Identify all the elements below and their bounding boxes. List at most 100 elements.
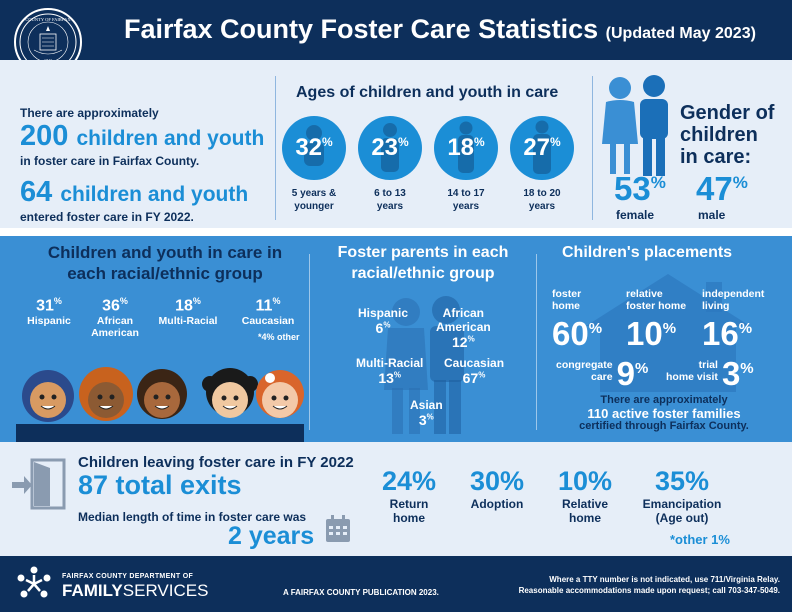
leaving-care-title: Children leaving foster care in FY 2022: [78, 454, 354, 471]
child-face-icon: [22, 370, 74, 422]
exit-pct: 10%: [557, 466, 613, 496]
race-group: 18% Multi-Racial: [154, 296, 222, 327]
age-pct: 32: [295, 134, 323, 161]
female-label: female: [616, 208, 655, 222]
tty-line: Reasonable accommodations made upon requ…: [518, 586, 780, 595]
male-pct-value: 47: [696, 170, 733, 207]
children-count: 200: [20, 120, 69, 152]
race-label: Hispanic: [27, 315, 71, 328]
age-label: 6 to 13 years: [350, 187, 430, 213]
exit-return-home: 24% Return home: [374, 466, 444, 525]
page-title: Fairfax County Foster Care Statistics (U…: [124, 14, 756, 45]
age-label-line: years: [452, 201, 480, 212]
exit-label: (Age out): [655, 511, 709, 525]
tty-line: Where a TTY number is not indicated, use…: [549, 575, 780, 584]
entered-care-stat: 64 children and youth: [20, 176, 248, 209]
race-title-line: each racial/ethnic group: [67, 264, 263, 283]
footer-bar: [0, 556, 792, 612]
placement-pct: 3: [721, 355, 741, 392]
race-other-note: *4% other: [258, 332, 300, 342]
age-group-circle: 32%: [282, 116, 346, 180]
placement-label: home visit: [666, 371, 718, 383]
ages-title: Ages of children and youth in care: [296, 84, 559, 101]
placement-label: living: [702, 300, 730, 312]
exit-other-note: *other 1%: [670, 532, 730, 547]
entered-count: 64: [20, 176, 53, 208]
median-text: Median length of time in foster care was: [78, 510, 307, 524]
exit-label: home: [392, 511, 425, 525]
gender-title-line: Gender of: [680, 102, 775, 124]
young-adult-figure-icon: [533, 120, 551, 174]
fp-title-line: Foster parents in each: [337, 244, 509, 261]
fp-hispanic: Hispanic 6%: [358, 306, 409, 336]
age-label-line: 18 to 20: [523, 188, 561, 199]
child-figure-icon: [381, 123, 399, 172]
placement-label: relative: [626, 288, 663, 300]
placement-label: foster: [552, 288, 582, 300]
placement-trial-home-visit: trial home visit 3%: [666, 355, 754, 392]
placement-congregate-care: congregate care 9%: [556, 355, 649, 392]
median-value: 2 years: [228, 522, 315, 550]
age-pct: 27: [523, 134, 551, 161]
exit-label: home: [568, 511, 601, 525]
exit-door-icon: [12, 458, 66, 510]
age-label-line: 14 to 17: [447, 188, 485, 199]
age-label-line: years: [376, 201, 404, 212]
header-bar: [0, 0, 792, 60]
age-label-line: 5 years &: [291, 188, 337, 199]
fp-label: Asian: [410, 398, 443, 412]
race-title: Children and youth in care in each racia…: [30, 242, 300, 284]
child-face-icon: [256, 370, 304, 418]
department-name-small: FAIRFAX COUNTY DEPARTMENT OF: [62, 573, 194, 580]
placement-label: care: [591, 371, 613, 383]
race-pct: 31: [36, 297, 54, 315]
child-face-icon: [137, 369, 187, 419]
placement-pct: 9: [616, 355, 635, 392]
placements-title: Children's placements: [562, 244, 733, 261]
exit-label: Emancipation: [642, 497, 722, 511]
families-line: 110 active foster families: [587, 406, 741, 421]
placement-pct: 16: [702, 315, 739, 352]
placement-relative-foster-home: relative foster home 10%: [626, 288, 687, 352]
age-group-circle: 18%: [434, 116, 498, 180]
exit-label: Adoption: [470, 497, 524, 511]
male-label: male: [698, 208, 726, 222]
divider: [536, 254, 537, 430]
race-pct: 18: [175, 297, 193, 315]
fp-label: American: [436, 320, 491, 334]
fp-pct: 12: [452, 334, 468, 350]
divider: [275, 76, 276, 220]
placement-label: congregate: [556, 359, 613, 371]
children-label: children and youth: [76, 127, 265, 150]
divider: [309, 254, 310, 430]
adult-silhouettes-icon: [384, 296, 464, 434]
placement-label: foster home: [626, 300, 687, 312]
age-label-line: younger: [294, 201, 334, 212]
race-label: Multi-Racial: [158, 315, 218, 328]
families-line: certified through Fairfax County.: [579, 420, 749, 432]
placement-pct: 10: [626, 315, 663, 352]
exit-pct: 24%: [381, 466, 437, 496]
exit-pct: 35%: [654, 466, 710, 496]
exit-relative-home: 10% Relative home: [548, 466, 622, 525]
placement-label: independent: [702, 288, 765, 300]
age-label: 14 to 17 years: [426, 187, 506, 213]
fp-pct: 6: [375, 320, 384, 336]
age-pct: 23: [371, 134, 399, 161]
gender-title: Gender of children in care:: [680, 102, 774, 168]
fp-asian: Asian 3%: [410, 398, 443, 428]
child-face-icon: [79, 367, 133, 421]
race-label: African: [96, 315, 134, 328]
accessibility-note: Where a TTY number is not indicated, use…: [486, 574, 780, 596]
total-exits: 87 total exits: [78, 470, 242, 500]
exit-pct: 30%: [469, 466, 525, 496]
male-pct: 47%: [696, 170, 748, 207]
approx-text: There are approximately: [20, 106, 159, 120]
placement-independent-living: independent living 16%: [702, 288, 765, 352]
active-families-note: There are approximately 110 active foste…: [548, 394, 780, 433]
fp-multi-racial: Multi-Racial 13%: [356, 356, 424, 386]
fp-label: Hispanic: [358, 306, 409, 320]
dfs-logo-icon: [17, 566, 51, 598]
children-faces-illustration: [22, 367, 304, 422]
children-in-care-stat: 200 children and youth: [20, 120, 264, 153]
